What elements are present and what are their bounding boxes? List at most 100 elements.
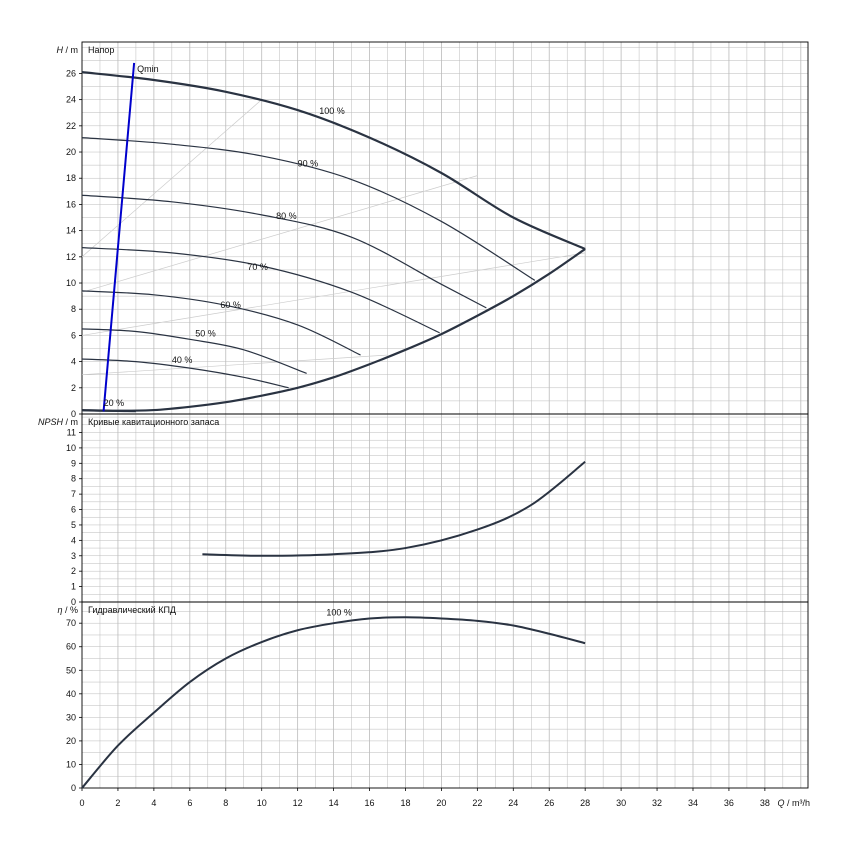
- y-axis-unit: / %: [62, 605, 78, 615]
- y-tick-label: 24: [66, 95, 76, 105]
- y-tick-label: 2: [71, 566, 76, 576]
- y-tick-label: 0: [71, 409, 76, 419]
- y-tick-label: 9: [71, 458, 76, 468]
- y-tick-label: 7: [71, 489, 76, 499]
- y-axis-symbol: η: [57, 605, 62, 615]
- x-tick-label: 36: [724, 798, 734, 808]
- curve-label: 40 %: [172, 355, 193, 365]
- grid-lines: [79, 41, 809, 791]
- x-tick-label: 22: [472, 798, 482, 808]
- y-axis-label: H / m: [57, 45, 79, 55]
- y-tick-label: 0: [71, 783, 76, 793]
- y-tick-label: 20: [66, 147, 76, 157]
- qmin-line: [102, 62, 136, 412]
- x-tick-label: 2: [115, 798, 120, 808]
- y-tick-label: 12: [66, 252, 76, 262]
- y-tick-label: 14: [66, 226, 76, 236]
- y-tick-label: 60: [66, 642, 76, 652]
- y-tick-label: 20: [66, 736, 76, 746]
- x-tick-label: 18: [400, 798, 410, 808]
- curve-label: 70 %: [247, 262, 268, 272]
- y-tick-label: 2: [71, 383, 76, 393]
- x-axis-symbol: Q: [777, 798, 784, 808]
- curve-label: 60 %: [220, 300, 241, 310]
- y-tick-label: 50: [66, 665, 76, 675]
- x-tick-label: 4: [151, 798, 156, 808]
- x-tick-label: 32: [652, 798, 662, 808]
- efficiency-iso-line: [81, 354, 388, 376]
- y-tick-label: 4: [71, 535, 76, 545]
- y-axis-label: NPSH / m: [38, 417, 78, 427]
- curves: [81, 62, 586, 789]
- head-curve: [81, 328, 307, 374]
- y-tick-label: 0: [71, 597, 76, 607]
- y-tick-label: 40: [66, 689, 76, 699]
- y-tick-label: 16: [66, 199, 76, 209]
- panel-title: Напор: [88, 45, 114, 55]
- y-tick-label: 10: [66, 443, 76, 453]
- y-tick-label: 6: [71, 330, 76, 340]
- y-tick-label: 1: [71, 582, 76, 592]
- x-tick-label: 12: [293, 798, 303, 808]
- y-axis-symbol: NPSH: [38, 417, 64, 427]
- y-tick-label: 11: [67, 427, 76, 437]
- x-tick-label: 8: [223, 798, 228, 808]
- head-curve: [81, 137, 536, 281]
- head-curve: [81, 358, 289, 389]
- x-tick-label: 34: [688, 798, 698, 808]
- head-curve: [81, 247, 440, 334]
- x-tick-label: 30: [616, 798, 626, 808]
- head-curve: [81, 194, 487, 309]
- head-curve: [81, 248, 586, 412]
- curve-label: 100 %: [319, 106, 345, 116]
- efficiency-iso-line: [81, 99, 262, 258]
- x-axis-unit: / m³/h: [784, 798, 810, 808]
- y-tick-label: 5: [71, 520, 76, 530]
- panel-frame: [81, 413, 809, 603]
- y-axis-unit: / m: [63, 45, 78, 55]
- x-tick-label: 0: [79, 798, 84, 808]
- y-axis-symbol: H: [57, 45, 64, 55]
- qmin-label: Qmin: [137, 64, 159, 74]
- npsh-curve: [202, 460, 586, 557]
- x-tick-label: 14: [329, 798, 339, 808]
- panel-title: Гидравлический КПД: [88, 605, 176, 615]
- y-tick-label: 8: [71, 304, 76, 314]
- curve-label: 50 %: [195, 329, 216, 339]
- y-tick-label: 8: [71, 474, 76, 484]
- efficiency-curve: [81, 616, 586, 789]
- curve-label: 80 %: [276, 211, 297, 221]
- x-tick-label: 26: [544, 798, 554, 808]
- y-tick-label: 18: [66, 173, 76, 183]
- y-tick-label: 6: [71, 505, 76, 515]
- x-tick-label: 6: [187, 798, 192, 808]
- y-tick-label: 30: [66, 712, 76, 722]
- curve-label: 20 %: [104, 398, 125, 408]
- panel-frame: [81, 601, 809, 789]
- x-axis-label: Q / m³/h: [777, 798, 810, 808]
- curve-label: 100 %: [326, 608, 352, 618]
- x-tick-label: 10: [257, 798, 267, 808]
- efficiency-iso-line: [81, 252, 586, 336]
- y-tick-label: 26: [66, 68, 76, 78]
- y-tick-label: 10: [66, 278, 76, 288]
- y-tick-label: 22: [66, 121, 76, 131]
- head-curve: [81, 290, 361, 356]
- x-tick-label: 28: [580, 798, 590, 808]
- x-tick-label: 16: [365, 798, 375, 808]
- y-tick-label: 4: [71, 357, 76, 367]
- x-tick-label: 20: [436, 798, 446, 808]
- y-tick-label: 3: [71, 551, 76, 561]
- y-tick-label: 70: [66, 618, 76, 628]
- x-tick-label: 24: [508, 798, 518, 808]
- efficiency-iso-line: [81, 175, 478, 293]
- y-tick-label: 10: [66, 759, 76, 769]
- head-curve: [81, 71, 586, 250]
- y-axis-label: η / %: [57, 605, 78, 615]
- x-tick-label: 38: [760, 798, 770, 808]
- panel-title: Кривые кавитационного запаса: [88, 417, 219, 427]
- curve-label: 90 %: [298, 158, 319, 168]
- y-axis-unit: / m: [63, 417, 78, 427]
